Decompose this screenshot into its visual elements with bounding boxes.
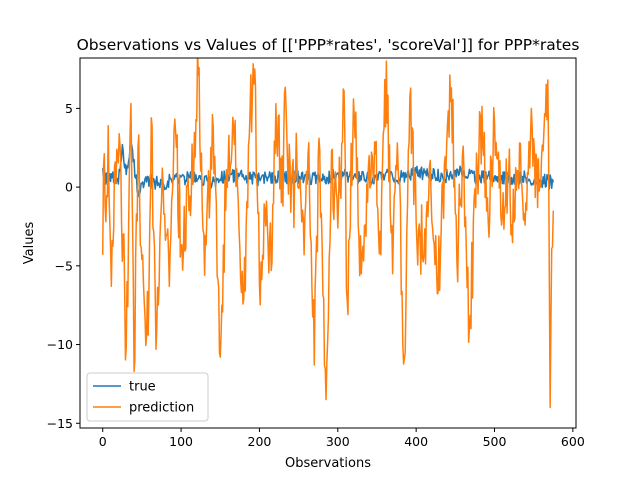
y-tick-label: 5 bbox=[65, 101, 73, 116]
y-tick-label: −5 bbox=[55, 258, 73, 273]
y-tick-label: 0 bbox=[65, 180, 73, 195]
legend-label-true: true bbox=[129, 380, 156, 395]
y-tick-label: −15 bbox=[47, 416, 73, 431]
x-tick-label: 300 bbox=[326, 434, 350, 449]
x-tick-label: 0 bbox=[99, 434, 107, 449]
x-axis: 0 100 200 300 400 500 600 bbox=[99, 428, 585, 449]
x-tick-label: 600 bbox=[561, 434, 585, 449]
y-axis: −15 −10 −5 0 5 bbox=[47, 101, 80, 431]
legend-box bbox=[86, 372, 209, 422]
y-tick-label: −10 bbox=[47, 337, 73, 352]
x-tick-label: 100 bbox=[169, 434, 193, 449]
series-line-prediction bbox=[101, 58, 555, 409]
legend: true prediction bbox=[86, 372, 209, 422]
plot-frame bbox=[79, 57, 577, 429]
chart-title: Observations vs Values of [['PPP*rates',… bbox=[77, 36, 580, 54]
legend-label-prediction: prediction bbox=[129, 401, 194, 416]
series-layer bbox=[101, 58, 555, 409]
x-tick-label: 400 bbox=[404, 434, 428, 449]
x-tick-label: 200 bbox=[248, 434, 272, 449]
y-axis-label: Values bbox=[22, 222, 37, 265]
x-tick-label: 500 bbox=[483, 434, 507, 449]
x-axis-label: Observations bbox=[285, 456, 371, 471]
